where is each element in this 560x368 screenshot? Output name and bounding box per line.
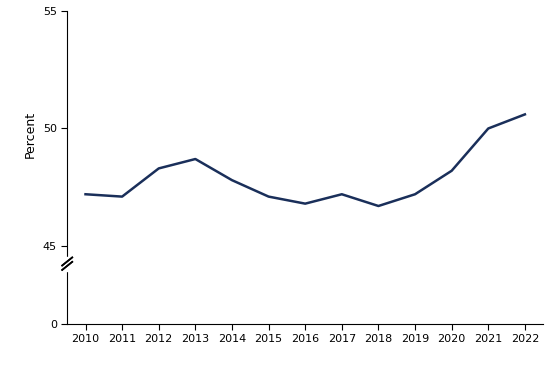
Y-axis label: Percent: Percent (24, 111, 37, 158)
